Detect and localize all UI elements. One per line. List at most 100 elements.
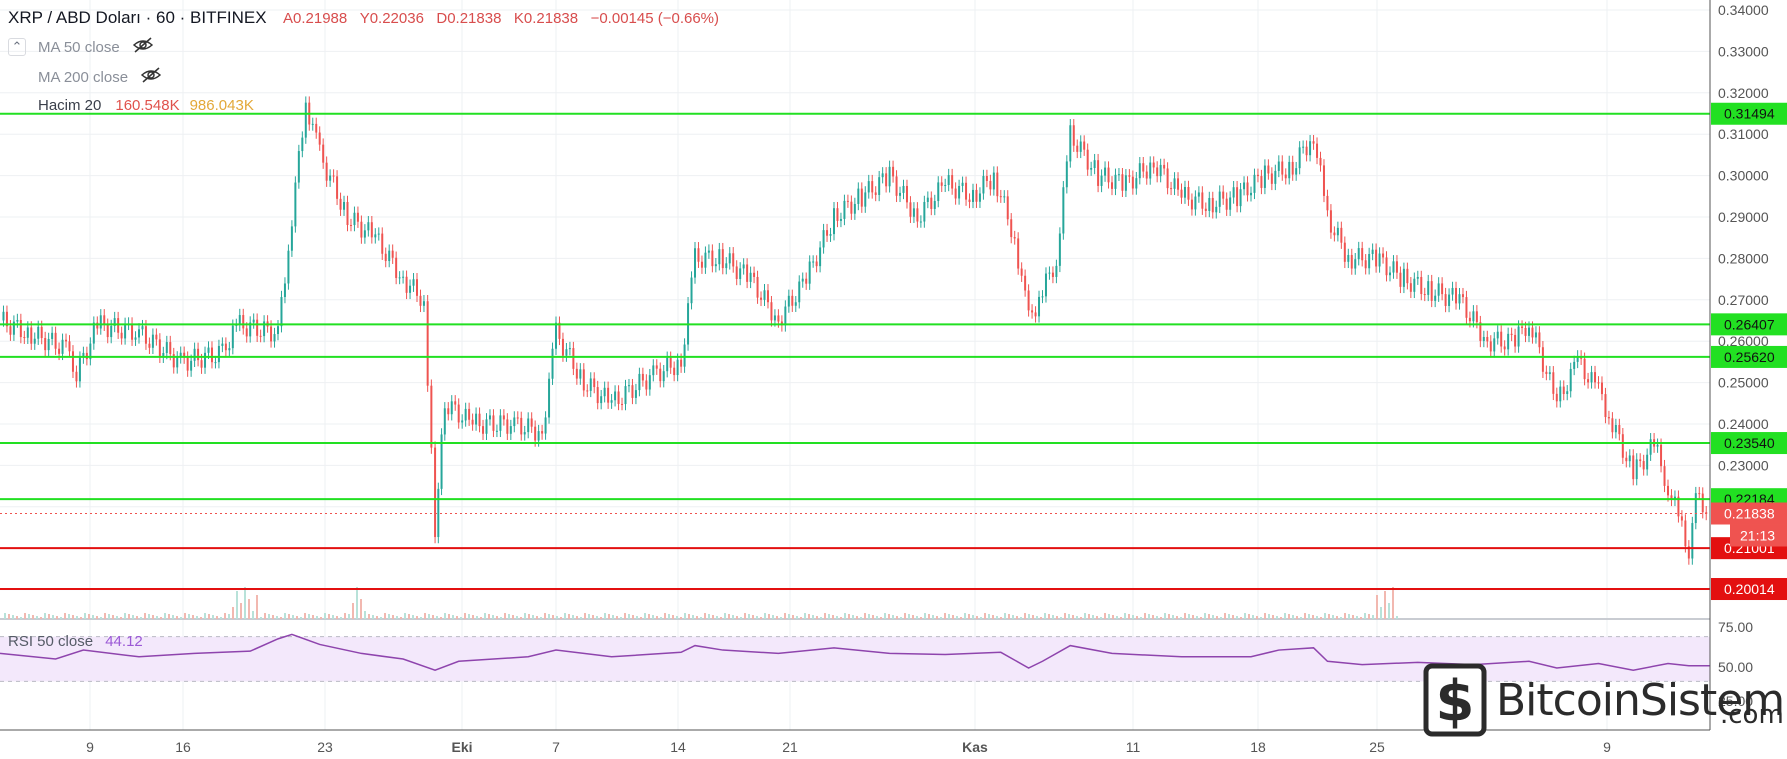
volume-bar bbox=[880, 617, 882, 619]
candle-body bbox=[940, 182, 943, 186]
candle-body bbox=[1065, 161, 1068, 188]
volume-bar bbox=[680, 617, 682, 619]
volume-bar bbox=[784, 613, 786, 619]
candle-body bbox=[530, 418, 533, 427]
volume-bar bbox=[608, 614, 610, 619]
volume-bar bbox=[316, 616, 318, 619]
candle-body bbox=[638, 373, 641, 391]
price-tick-label: 0.26000 bbox=[1718, 333, 1769, 349]
candle-body bbox=[857, 188, 860, 204]
volume-bar bbox=[704, 613, 706, 619]
candle-body bbox=[1090, 167, 1093, 170]
candle-body bbox=[798, 281, 801, 303]
volume-bar bbox=[752, 615, 754, 619]
candle-body bbox=[1618, 425, 1621, 435]
volume-bar bbox=[1204, 613, 1206, 619]
volume-bar bbox=[732, 615, 734, 619]
candle-body bbox=[440, 434, 443, 489]
candle-body bbox=[1107, 167, 1110, 183]
volume-bar bbox=[364, 611, 366, 619]
candle-body bbox=[603, 387, 606, 397]
candle-body bbox=[1382, 253, 1385, 258]
candle-body bbox=[1027, 290, 1030, 311]
volume-bar bbox=[1240, 617, 1242, 619]
candle-body bbox=[1434, 295, 1437, 301]
candle-body bbox=[1340, 227, 1343, 243]
candle-body bbox=[575, 368, 578, 379]
candle-body bbox=[1336, 227, 1339, 236]
candle-body bbox=[739, 268, 742, 279]
watermark-name: BitcoinSistemi bbox=[1496, 674, 1787, 726]
volume-bar bbox=[964, 613, 966, 619]
candle-body bbox=[461, 420, 464, 423]
candle-body bbox=[947, 175, 950, 185]
eye-off-icon[interactable] bbox=[132, 37, 154, 57]
time-tick-label: 9 bbox=[86, 739, 94, 755]
volume-bar bbox=[340, 617, 342, 619]
candle-body bbox=[1177, 178, 1180, 190]
candle-body bbox=[430, 385, 433, 448]
volume-bar bbox=[116, 616, 118, 619]
volume-bar bbox=[860, 617, 862, 619]
volume-bar bbox=[240, 603, 242, 619]
candle-body bbox=[621, 403, 624, 405]
volume-bar bbox=[832, 615, 834, 619]
candle-body bbox=[374, 234, 377, 238]
candle-body bbox=[1180, 189, 1183, 198]
candle-body bbox=[499, 415, 502, 431]
candle-body bbox=[311, 123, 314, 125]
candle-body bbox=[165, 342, 168, 354]
candle-body bbox=[1684, 520, 1687, 547]
candle-body bbox=[1316, 143, 1319, 158]
volume-bar bbox=[1140, 617, 1142, 619]
rsi-value: 44.12 bbox=[105, 633, 143, 650]
candle-body bbox=[190, 360, 193, 371]
candle-body bbox=[1493, 338, 1496, 352]
volume-bar bbox=[152, 615, 154, 619]
candle-body bbox=[322, 144, 325, 163]
volume-bar bbox=[1392, 587, 1394, 619]
candle-body bbox=[409, 285, 412, 293]
candle-body bbox=[297, 151, 300, 183]
candle-body bbox=[1086, 149, 1089, 170]
ma50-legend[interactable]: ⌃ MA 50 close bbox=[8, 37, 154, 57]
volume-bar bbox=[184, 613, 186, 619]
candle-body bbox=[238, 315, 241, 325]
chevron-up-icon[interactable]: ⌃ bbox=[8, 38, 26, 56]
candle-body bbox=[1368, 254, 1371, 269]
candle-body bbox=[388, 250, 391, 262]
volume-bar bbox=[448, 614, 450, 619]
volume-bar bbox=[276, 616, 278, 619]
candle-body bbox=[124, 323, 127, 339]
candle-body bbox=[558, 322, 561, 339]
candle-body bbox=[600, 396, 603, 404]
rsi-legend[interactable]: RSI 50 close 44.12 bbox=[8, 633, 143, 650]
candle-body bbox=[30, 327, 33, 344]
volume-bar bbox=[1176, 616, 1178, 619]
volume-bar bbox=[1080, 617, 1082, 619]
volume-bar bbox=[1296, 616, 1298, 619]
volume-bar bbox=[1068, 614, 1070, 619]
eye-off-icon[interactable] bbox=[140, 67, 162, 87]
candle-body bbox=[117, 318, 120, 333]
ma200-legend[interactable]: MA 200 close bbox=[8, 67, 162, 87]
candle-body bbox=[1667, 485, 1669, 496]
volume-bar bbox=[1324, 613, 1326, 619]
candle-body bbox=[905, 185, 908, 203]
volume-legend[interactable]: Hacim 20 160.548K 986.043K bbox=[8, 97, 254, 114]
candle-body bbox=[294, 182, 297, 227]
candle-body bbox=[1694, 493, 1697, 524]
volume-bar bbox=[592, 615, 594, 619]
candle-body bbox=[370, 222, 373, 238]
candle-body bbox=[867, 181, 870, 193]
candle-body bbox=[982, 175, 985, 194]
candle-body bbox=[648, 375, 651, 390]
volume-bar bbox=[352, 603, 354, 619]
volume-bar bbox=[628, 614, 630, 619]
level-tag-label: 0.26407 bbox=[1724, 316, 1775, 332]
candle-body bbox=[1215, 206, 1218, 213]
volume-bar bbox=[740, 617, 742, 619]
volume-bar bbox=[1352, 615, 1354, 619]
candle-body bbox=[1448, 294, 1451, 306]
